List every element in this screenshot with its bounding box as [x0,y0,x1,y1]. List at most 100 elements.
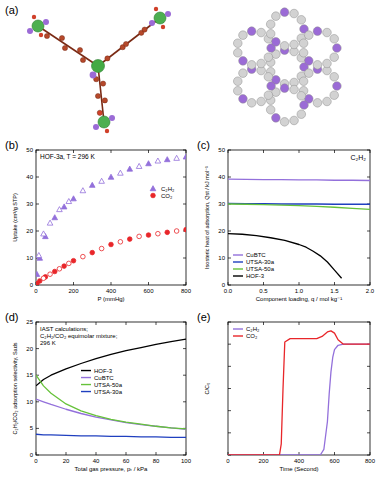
y-tick-label: 5 [30,425,34,431]
y-tick-label: 10 [26,255,33,261]
sphere [313,61,322,70]
sphere [297,16,306,25]
data-area [228,331,370,455]
x-tick-label: 200 [68,288,79,294]
point [52,269,57,274]
legend-label: UTSA-50a [246,266,275,272]
point [57,207,63,212]
bond [38,26,98,66]
point [174,229,179,234]
legend-swatch [150,186,156,191]
atom [109,115,115,121]
legend-label: CuBTC [246,252,266,258]
x-tick [334,452,335,455]
atom [44,33,49,38]
sphere [233,86,242,95]
point [41,276,46,281]
point [61,204,67,209]
y-tick [367,366,370,367]
series-line [228,331,370,455]
sphere [304,57,313,66]
x-tick [299,322,300,325]
atom [39,33,43,37]
sphere [299,39,308,48]
point [99,246,104,251]
atom [93,124,99,130]
sphere [280,8,289,17]
x-tick [96,452,97,455]
sphere [247,27,256,36]
x-axis-label: Time (Second) [279,466,318,472]
sphere [323,59,332,68]
data-area [36,339,186,437]
x-axis-label: P (mmHg) [97,296,124,302]
legend-swatch [233,268,243,269]
data-area [228,179,370,278]
legend-swatch [81,377,91,378]
x-tick [334,282,335,285]
y-tick [228,366,231,367]
x-tick-label: 800 [181,288,192,294]
legend-swatch [81,370,91,371]
sphere [299,77,308,86]
x-tick [73,282,74,285]
y-tick [36,231,39,232]
sphere [233,39,242,48]
x-tick [334,150,335,153]
sphere [333,44,342,53]
atom [149,20,155,26]
bond [98,18,160,66]
sphere [267,82,276,91]
x-tick-label: 0.0 [224,288,233,294]
point [52,215,58,220]
sphere [323,97,332,106]
y-tick [367,410,370,411]
x-tick-label: 100 [181,458,192,464]
x-axis-label: Total gas pressure, pₜ / kPa [75,466,148,472]
point [108,174,114,179]
atom [32,20,44,32]
point [41,231,47,236]
sphere [304,69,313,78]
atom [161,25,165,29]
point [47,220,53,225]
legend-swatch [233,261,243,262]
y-tick [228,231,231,232]
y-tick-label: 50 [26,147,33,153]
chart: (b)020040060080001020304050P (mmHg)Uptak… [5,139,192,302]
legend-label: CuBTC [94,375,114,381]
y-tick-label: 15 [26,372,33,378]
sphere [313,99,322,108]
legend-swatch [233,254,243,255]
plot-frame [228,150,370,285]
y-tick [183,204,186,205]
annotation: IAST calculations; [40,326,88,332]
x-tick-label: 400 [294,458,305,464]
sphere [266,105,275,114]
sphere [257,97,266,106]
y-tick-label: 20 [26,346,33,352]
x-tick [156,322,157,325]
legend-label: UTSA-30a [246,259,275,265]
sphere [272,38,281,47]
y-tick [367,231,370,232]
y-tick [228,344,231,345]
y-tick [228,410,231,411]
atom [27,28,33,34]
point [80,188,86,193]
figure: (a)(b)020040060080001020304050P (mmHg)Up… [0,0,379,488]
x-tick [111,282,112,285]
sphere [266,29,275,38]
sphere [280,84,289,93]
sphere [257,59,266,68]
chart-title: HOF-3a, T = 296 K [40,153,96,160]
point [99,178,105,183]
sphere [330,73,339,82]
series-line [228,179,370,180]
y-axis-label: Isosteric heat of adsorption, Qst / kJ m… [204,166,210,269]
x-tick-label: 40 [93,458,100,464]
series-line [36,375,186,429]
sphere [330,35,339,44]
atom [123,41,128,46]
sphere [290,40,299,49]
